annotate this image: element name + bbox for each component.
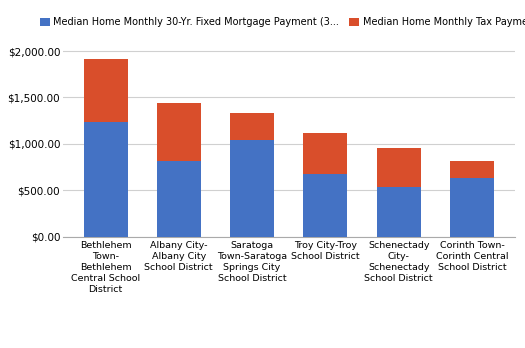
Legend: Median Home Monthly 30-Yr. Fixed Mortgage Payment (3..., Median Home Monthly Tax: Median Home Monthly 30-Yr. Fixed Mortgag… xyxy=(40,17,525,27)
Bar xyxy=(377,149,421,187)
Bar xyxy=(303,174,348,237)
Bar xyxy=(157,103,201,160)
Bar xyxy=(83,121,128,237)
Bar xyxy=(230,140,274,237)
Bar xyxy=(303,133,348,174)
Bar xyxy=(450,161,494,178)
Bar xyxy=(450,178,494,237)
Bar xyxy=(83,60,128,121)
Bar xyxy=(157,160,201,237)
Bar xyxy=(230,113,274,140)
Bar xyxy=(377,187,421,237)
